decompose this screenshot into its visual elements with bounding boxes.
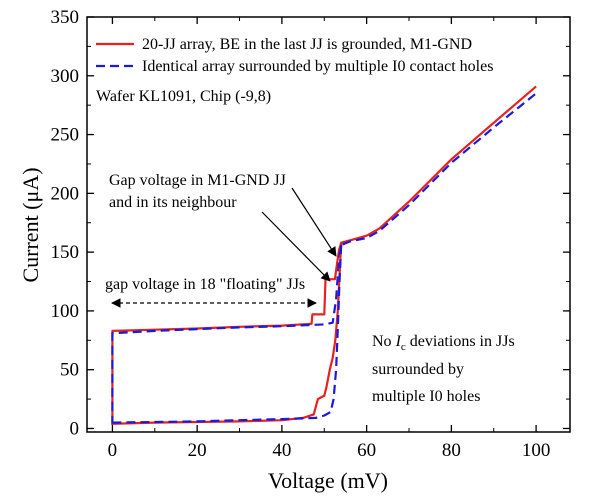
y-tick-label: 0 bbox=[70, 418, 80, 439]
legend-label-blue: Identical array surrounded by multiple I… bbox=[142, 58, 493, 75]
x-tick-label: 40 bbox=[272, 440, 291, 461]
y-tick-label: 200 bbox=[51, 183, 80, 204]
x-tick-label: 80 bbox=[442, 440, 461, 461]
annotation-arrow-gap-jj-1 bbox=[261, 211, 331, 282]
annotation-no-ic-part2: deviations in JJs bbox=[406, 333, 515, 350]
legend-label-red: 20-JJ array, BE in the last JJ is ground… bbox=[142, 36, 472, 53]
y-tick-label: 300 bbox=[51, 66, 80, 87]
y-tick-label: 100 bbox=[51, 301, 80, 322]
x-tick-label: 20 bbox=[188, 440, 207, 461]
series-layer bbox=[111, 85, 537, 425]
series-line-1 bbox=[111, 92, 537, 425]
y-tick-label: 150 bbox=[51, 242, 80, 263]
x-tick-label: 0 bbox=[108, 440, 118, 461]
ticks-layer: 0 20 40 60 80 100 0 50 100 150 200 250 300 350 bbox=[51, 7, 570, 461]
y-tick-label: 250 bbox=[51, 125, 80, 146]
annotation-no-ic-part1: No bbox=[372, 333, 396, 350]
annotation-no-ic: No Ic deviations in JJs bbox=[372, 333, 515, 353]
y-axis-title: Current (μA) bbox=[18, 167, 43, 282]
series-line-0 bbox=[111, 85, 537, 423]
y-tick-label: 50 bbox=[60, 360, 79, 381]
annotation-no-ic-line3: multiple I0 holes bbox=[372, 388, 480, 405]
series-line-2 bbox=[112, 242, 343, 425]
annotation-no-ic-sub: c bbox=[401, 341, 406, 353]
annotation-gap-floating: gap voltage in 18 "floating" JJs bbox=[105, 276, 305, 293]
series-line-3 bbox=[112, 245, 343, 424]
annotation-gap-jj-line1: Gap voltage in M1-GND JJ bbox=[109, 172, 286, 189]
annotation-gap-jj-line2: and in its neighbour bbox=[109, 194, 237, 211]
annotation-no-ic-line2: surrounded by bbox=[372, 361, 464, 378]
legend-note: Wafer KL1091, Chip (-9,8) bbox=[96, 88, 271, 105]
x-axis-title: Voltage (mV) bbox=[268, 468, 388, 493]
plot-frame bbox=[86, 16, 571, 433]
y-tick-label: 350 bbox=[51, 7, 80, 28]
x-tick-label: 100 bbox=[522, 440, 551, 461]
annotation-arrow-gap-jj-2 bbox=[291, 187, 337, 257]
x-tick-label: 60 bbox=[357, 440, 376, 461]
annotation-no-ic-italic: I bbox=[395, 333, 402, 350]
